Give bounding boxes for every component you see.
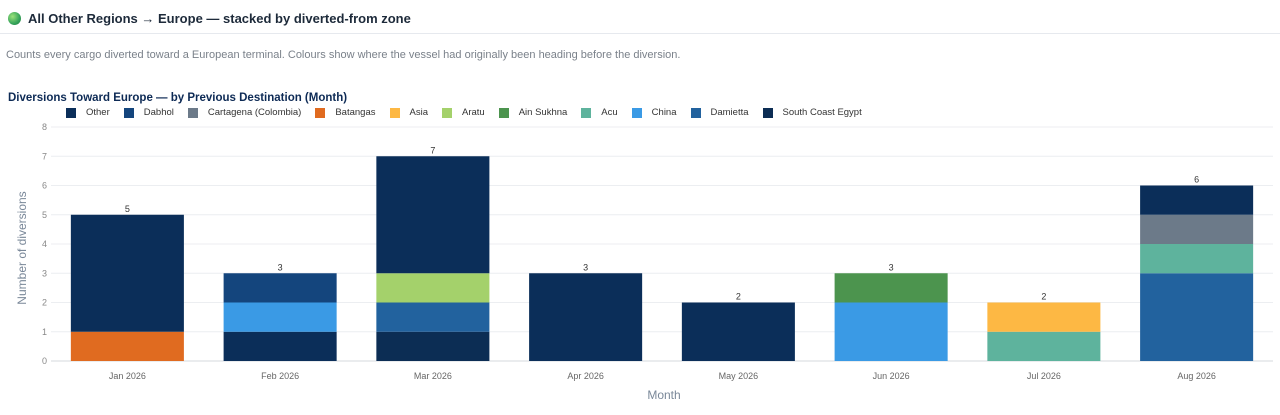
x-axis-title: Month bbox=[647, 388, 681, 402]
legend-label: Cartagena (Colombia) bbox=[207, 107, 302, 118]
y-axis-title: Number of diversions bbox=[15, 191, 29, 305]
bar-segment bbox=[376, 302, 490, 332]
bar-segment bbox=[1140, 273, 1254, 361]
bar-total-label: 6 bbox=[1194, 175, 1199, 185]
y-tick-label: 2 bbox=[42, 298, 47, 308]
bar-segment bbox=[529, 273, 643, 361]
y-tick-label: 4 bbox=[42, 239, 47, 249]
y-tick-label: 7 bbox=[42, 151, 47, 161]
legend-swatch bbox=[441, 107, 452, 118]
legend-label: Asia bbox=[409, 107, 428, 118]
legend-swatch bbox=[66, 107, 76, 118]
bar-segment bbox=[223, 273, 337, 303]
legend-swatch bbox=[498, 107, 509, 118]
x-tick-label: Jun 2026 bbox=[873, 371, 910, 381]
bar-segment bbox=[1140, 185, 1254, 215]
chart-canvas: 0 1 2 3 4 5 6 7 8 5 Jan 2026 3 Feb 2026 7 Mar 2026 3 Apr… bbox=[42, 122, 1273, 381]
status-dot-icon bbox=[8, 11, 21, 25]
section-title: All Other Regions → Europe — stacked by … bbox=[28, 10, 411, 26]
legend-label: Damietta bbox=[710, 107, 749, 118]
section-header: All Other Regions → Europe — stacked by … bbox=[8, 7, 1280, 29]
y-tick-label: 1 bbox=[42, 327, 47, 337]
legend-item[interactable]: Dabhol bbox=[123, 107, 174, 118]
bar-segment bbox=[223, 302, 337, 332]
legend-label: South Coast Egypt bbox=[782, 107, 862, 118]
bar-segment bbox=[376, 331, 490, 361]
bar-segment bbox=[376, 273, 490, 303]
bar-total-label: 5 bbox=[125, 204, 130, 214]
y-tick-label: 3 bbox=[42, 268, 47, 278]
legend-swatch bbox=[123, 107, 134, 118]
bar-total-label: 3 bbox=[278, 262, 283, 272]
bar-segment bbox=[681, 302, 795, 361]
legend-swatch bbox=[581, 107, 592, 118]
legend-swatch bbox=[690, 107, 701, 118]
bar-total-label: 2 bbox=[1041, 292, 1046, 302]
bar-segment bbox=[834, 273, 948, 303]
legend-label: Other bbox=[86, 107, 110, 118]
legend-item[interactable]: China bbox=[631, 107, 677, 118]
legend-label: Ain Sukhna bbox=[518, 107, 568, 118]
legend-item[interactable]: Ain Sukhna bbox=[498, 107, 568, 118]
chart-legend[interactable]: Other Dabhol Cartagena (Colombia) Batangas A… bbox=[66, 107, 876, 118]
x-tick-label: May 2026 bbox=[719, 371, 759, 381]
x-tick-label: Mar 2026 bbox=[414, 371, 452, 381]
legend-swatch bbox=[315, 107, 326, 118]
legend-label: Aratu bbox=[461, 107, 485, 118]
x-tick-label: Apr 2026 bbox=[567, 371, 604, 381]
bar-segment bbox=[1140, 244, 1254, 274]
bar-segment bbox=[987, 331, 1101, 361]
legend-item[interactable]: Batangas bbox=[315, 107, 376, 118]
legend-swatch bbox=[762, 107, 773, 118]
legend-label: Dabhol bbox=[143, 107, 174, 118]
legend-item[interactable]: Asia bbox=[389, 107, 428, 118]
bar-segment bbox=[70, 214, 184, 332]
x-tick-label: Jul 2026 bbox=[1027, 371, 1061, 381]
y-tick-label: 8 bbox=[42, 122, 47, 132]
bar-total-label: 2 bbox=[736, 292, 741, 302]
legend-item[interactable]: South Coast Egypt bbox=[762, 107, 862, 118]
x-tick-label: Feb 2026 bbox=[261, 371, 299, 381]
bar-total-label: 7 bbox=[430, 145, 435, 155]
legend-label: Batangas bbox=[335, 107, 376, 118]
bar-total-label: 3 bbox=[889, 262, 894, 272]
legend-swatch bbox=[389, 107, 400, 118]
bar-segment bbox=[376, 156, 490, 274]
x-tick-label: Jan 2026 bbox=[109, 371, 146, 381]
legend-item[interactable]: Aratu bbox=[441, 107, 485, 118]
section-description: Counts every cargo diverted toward a Eur… bbox=[6, 49, 681, 61]
y-tick-label: 6 bbox=[42, 181, 47, 191]
x-tick-label: Aug 2026 bbox=[1177, 371, 1216, 381]
bar-segment bbox=[834, 302, 948, 361]
bar-segment bbox=[70, 331, 184, 361]
header-divider bbox=[0, 33, 1280, 34]
chart-container: 0 1 2 3 4 5 6 7 8 5 Jan 2026 3 Feb 2026 7 Mar 2026 3 Apr… bbox=[0, 88, 1280, 415]
legend-swatch bbox=[631, 107, 642, 118]
legend-item[interactable]: Cartagena (Colombia) bbox=[187, 107, 302, 118]
legend-item[interactable]: Other bbox=[66, 107, 110, 118]
y-tick-label: 5 bbox=[42, 210, 47, 220]
bar-segment bbox=[223, 331, 337, 361]
bar-total-label: 3 bbox=[583, 262, 588, 272]
legend-item[interactable]: Acu bbox=[581, 107, 618, 118]
y-tick-label: 0 bbox=[42, 356, 47, 366]
bar-segment bbox=[987, 302, 1101, 332]
legend-item[interactable]: Damietta bbox=[690, 107, 749, 118]
chart-title: Diversions Toward Europe — by Previous D… bbox=[8, 92, 348, 104]
legend-label: Acu bbox=[601, 107, 618, 118]
legend-label: China bbox=[651, 107, 677, 118]
legend-swatch bbox=[187, 107, 198, 118]
bar-segment bbox=[1140, 214, 1254, 244]
